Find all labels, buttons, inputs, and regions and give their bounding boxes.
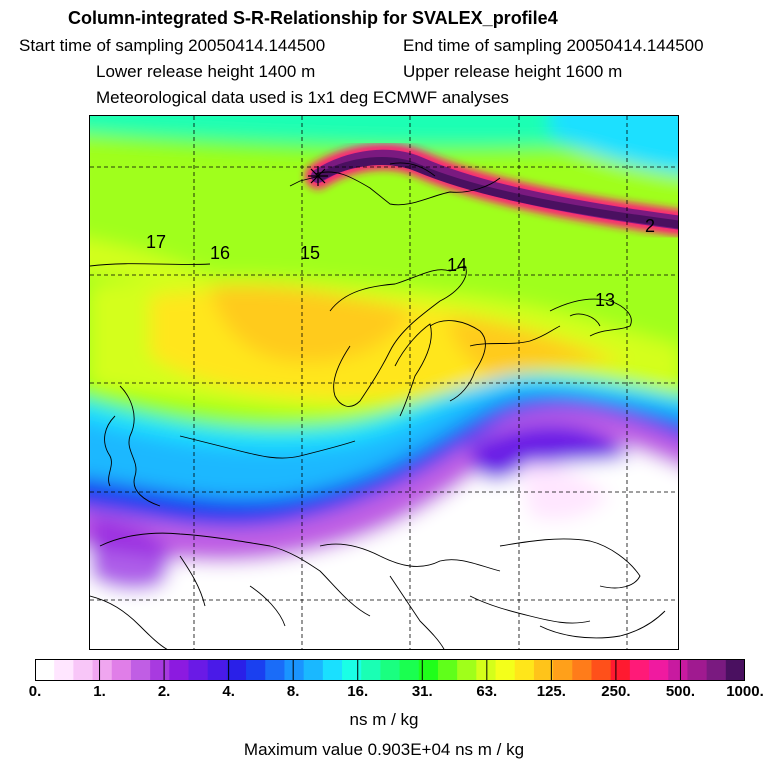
colorbar-swatch (361, 659, 382, 681)
colorbar-swatch (73, 659, 94, 681)
colorbar-swatch (553, 659, 573, 681)
colorbar-swatch (687, 659, 708, 681)
colorbar-swatch (130, 659, 151, 681)
sensitivity-map[interactable]: 17 16 15 14 13 2 (89, 115, 679, 650)
colorbar-swatch (610, 659, 631, 681)
end-time: End time of sampling 20050414.144500 (403, 36, 704, 55)
colorbar-swatch (725, 659, 746, 681)
colorbar-tick-label: 8. (286, 683, 300, 700)
colorbar-swatch (457, 659, 477, 681)
colorbar-swatch (265, 659, 286, 681)
max-value: Maximum value 0.903E+04 ns m / kg (243, 740, 525, 759)
colorbar-tick-label: 125. (536, 683, 566, 700)
colorbar-swatch (629, 659, 650, 681)
star-marker-icon (308, 166, 328, 186)
colorbar-swatch (476, 659, 497, 681)
colorbar-tick-label: 63. (476, 683, 498, 700)
day-label: 15 (300, 243, 320, 263)
colorbar-swatch (591, 659, 612, 681)
lower-release-height: Lower release height 1400 m (96, 62, 316, 81)
map-svg: 17 16 15 14 13 2 (90, 116, 678, 649)
colorbar-swatch (54, 659, 74, 681)
day-label: 14 (447, 255, 467, 275)
day-labels: 17 16 15 14 13 2 (146, 216, 655, 310)
day-label: 13 (595, 290, 615, 310)
colorbar-swatch (169, 659, 190, 681)
colorbar-swatch (418, 659, 439, 681)
colorbar-tick-label: 16. (347, 683, 369, 700)
grid-lines (90, 116, 678, 649)
colorbar-tick-label: 500. (665, 683, 696, 700)
colorbar-swatch (35, 659, 55, 681)
colorbar-tick-label: 0. (28, 683, 42, 700)
colorbar-swatch (284, 659, 305, 681)
colorbar-swatch (380, 659, 401, 681)
plot-title: Column-integrated S-R-Relationship for S… (68, 8, 558, 28)
meteorological-data: Meteorological data used is 1x1 deg ECMW… (96, 88, 509, 107)
colorbar-swatch (399, 659, 420, 681)
colorbar-swatch (111, 659, 132, 681)
colorbar-swatch (668, 659, 689, 681)
colorbar-swatch (226, 659, 247, 681)
colorbar-tick-label: 4. (222, 683, 235, 700)
colorbar-tick-label: 1000. (726, 683, 764, 700)
upper-release-height: Upper release height 1600 m (403, 62, 623, 81)
colorbar-swatch (188, 659, 209, 681)
colorbar-tick-label: 31. (411, 683, 433, 700)
colorbar-swatch (207, 659, 228, 681)
colorbar-swatch (572, 659, 593, 681)
colorbar-swatch (150, 659, 170, 681)
colorbar-tick-label: 250. (601, 683, 631, 700)
colorbar-swatch (649, 659, 669, 681)
colorbar-swatch (706, 659, 727, 681)
colorbar (34, 659, 746, 681)
colorbar-swatch (246, 659, 266, 681)
colorbar-swatch (514, 659, 535, 681)
colorbar-unit: ns m / kg (349, 710, 419, 729)
colorbar-svg (34, 659, 746, 681)
colorbar-swatch (303, 659, 324, 681)
colorbar-swatch (92, 659, 113, 681)
colorbar-swatch (495, 659, 516, 681)
source-marker[interactable] (308, 166, 328, 186)
day-label: 16 (210, 243, 230, 263)
colorbar-swatch (322, 659, 343, 681)
colorbar-swatch (342, 659, 362, 681)
plume-track (305, 143, 678, 236)
start-time: Start time of sampling 20050414.144500 (19, 36, 326, 55)
colorbar-swatch (437, 659, 458, 681)
day-label: 2 (645, 216, 655, 236)
day-label: 17 (146, 232, 166, 252)
colorbar-tick-label: 2. (157, 683, 171, 700)
colorbar-tick-label: 1. (93, 683, 106, 700)
colorbar-border (35, 659, 745, 681)
colorbar-swatch (533, 659, 554, 681)
